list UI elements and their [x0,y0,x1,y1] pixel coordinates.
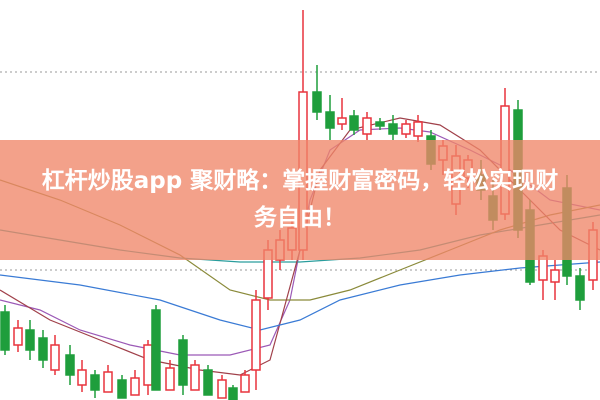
candle [103,365,113,393]
candle [178,335,188,395]
candle [550,260,560,300]
candle [349,110,359,135]
candle [143,340,153,395]
candle [375,118,385,130]
candle [38,330,48,368]
candle [165,360,175,391]
candle [203,365,213,396]
candle [388,115,398,140]
candle [337,98,347,130]
title-line: 务自由！ [254,205,346,231]
candle [130,370,140,396]
candle [151,305,161,391]
candle [240,370,250,393]
moving-average [0,261,600,331]
candle [325,95,335,140]
candle [25,320,35,360]
candle [65,345,75,385]
candle [362,112,372,140]
candle [575,268,585,310]
candle [312,65,322,120]
candle [117,375,127,399]
candle [413,115,423,142]
candle [401,120,411,138]
title-banner: 杠杆炒股app 聚财略：掌握财富密码，轻松实现财 务自由！ [0,140,600,260]
candle [228,385,238,400]
candle [217,375,227,399]
candle [0,305,10,355]
candle [13,320,23,352]
candle [50,335,60,375]
candle [251,290,261,390]
candle [190,360,200,391]
candle [90,370,100,398]
title-line: 杠杆炒股app 聚财略：掌握财富密码，轻松实现财 [41,168,559,194]
candle [77,360,87,392]
